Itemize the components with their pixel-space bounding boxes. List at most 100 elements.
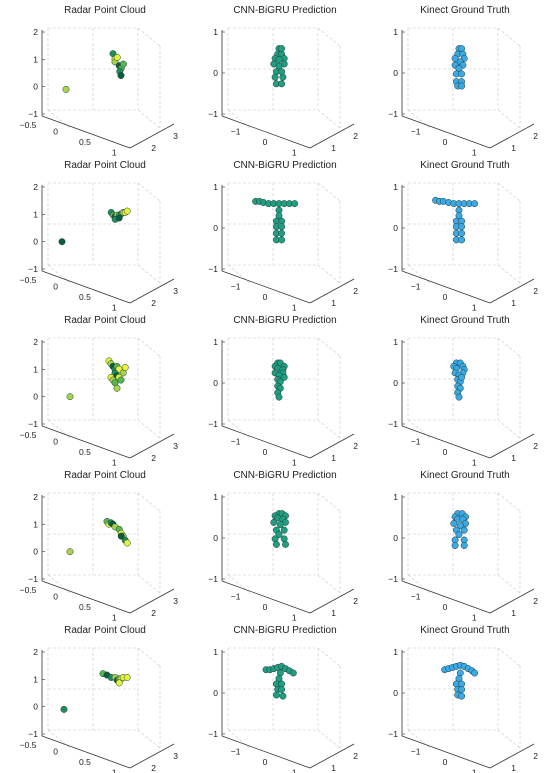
z-tick-label: 1 <box>393 647 398 657</box>
x-tick-label: 1 <box>112 768 117 773</box>
x-tick-label: 1 <box>112 458 117 468</box>
x-tick-label: 0 <box>53 746 58 756</box>
scatter-point <box>290 670 296 676</box>
y-tick-label: 2 <box>533 596 538 606</box>
z-tick-label: −1 <box>388 574 398 584</box>
scatter-point <box>63 86 69 92</box>
scatter-point <box>67 548 73 554</box>
grid-line <box>498 730 520 748</box>
panel-radar-row-2: Radar Point Cloud−1012−0.500.51 23 <box>20 160 179 313</box>
scatter-point <box>276 56 282 62</box>
scatter-point <box>458 71 464 77</box>
y-tick-label: 1 <box>511 298 516 308</box>
scatter-point <box>281 527 287 533</box>
scatter-point <box>278 224 284 230</box>
x-tick-label: −1 <box>411 746 421 756</box>
y-tick-label: 3 <box>173 286 178 296</box>
scatter-point <box>458 374 464 380</box>
x-tick-label: 0.5 <box>79 757 91 767</box>
panel-gt-row-4: Kinect Ground Truth −1 0 1 −1 0 1 1 2 <box>388 470 538 623</box>
scatter-point <box>124 674 130 680</box>
scatter-point <box>273 692 279 698</box>
y-tick-label: 1 <box>511 608 516 618</box>
y-tick-label: 3 <box>173 441 178 451</box>
y-tick-label: 2 <box>353 751 358 761</box>
grid-line <box>138 28 160 46</box>
grid-line <box>318 493 340 511</box>
scatter-point <box>458 83 464 89</box>
x-tick-label: 0 <box>263 137 268 147</box>
x-tick-label: 0 <box>53 591 58 601</box>
z-tick-label: −1 <box>28 419 38 429</box>
x-tick-label: −0.5 <box>20 430 37 440</box>
y-tick-label: 2 <box>533 441 538 451</box>
y-tick-label: 2 <box>151 763 156 773</box>
grid-line <box>318 28 340 46</box>
z-tick-label: 0 <box>33 82 38 92</box>
x-tick-label: −0.5 <box>20 120 37 130</box>
grid-line <box>318 265 340 283</box>
scatter-point <box>59 238 65 244</box>
scatter-point <box>280 74 286 80</box>
y-tick-label: 1 <box>331 608 336 618</box>
grid-line <box>498 110 520 128</box>
z-tick-label: −1 <box>208 419 218 429</box>
z-tick-label: −1 <box>388 419 398 429</box>
grid-line <box>138 575 160 593</box>
y-tick-label: 2 <box>353 286 358 296</box>
z-tick-label: −1 <box>28 109 38 119</box>
panel-title: Kinect Ground Truth <box>420 625 510 636</box>
grid-line <box>318 110 340 128</box>
panel-title: CNN-BiGRU Prediction <box>233 470 336 481</box>
panel-title: Radar Point Cloud <box>64 625 146 636</box>
grid-line <box>498 575 520 593</box>
panel-gt-row-5: Kinect Ground Truth −1 0 1 −1 0 1 1 2 <box>388 625 538 773</box>
x-tick-label: −0.5 <box>20 585 37 595</box>
x-tick-label: 1 <box>112 148 117 158</box>
y-tick-label: 2 <box>151 143 156 153</box>
grid-line <box>138 420 160 438</box>
z-tick-label: 1 <box>393 492 398 502</box>
scatter-point <box>118 533 124 539</box>
scatter-point <box>278 45 284 51</box>
y-tick-label: 2 <box>151 298 156 308</box>
y-tick-label: 1 <box>331 763 336 773</box>
panel-title: Radar Point Cloud <box>64 315 146 326</box>
z-tick-label: −1 <box>28 264 38 274</box>
x-tick-label: −1 <box>411 126 421 136</box>
panel-title: CNN-BiGRU Prediction <box>233 315 336 326</box>
scatter-point <box>458 237 464 243</box>
x-tick-label: 1 <box>472 613 477 623</box>
grid-line <box>318 338 340 356</box>
x-tick-label: 0 <box>53 126 58 136</box>
x-tick-label: 0 <box>443 602 448 612</box>
z-tick-label: 1 <box>213 182 218 192</box>
y-tick-label: 1 <box>331 143 336 153</box>
x-tick-label: 0 <box>263 447 268 457</box>
z-tick-label: −1 <box>28 574 38 584</box>
y-tick-label: 1 <box>331 298 336 308</box>
panel-title: CNN-BiGRU Prediction <box>233 5 336 16</box>
scatter-point <box>458 224 464 230</box>
x-tick-label: 1 <box>292 148 297 158</box>
x-tick-label: 0 <box>53 281 58 291</box>
grid-line <box>498 493 520 511</box>
z-tick-label: 0 <box>393 223 398 233</box>
z-tick-label: 1 <box>213 647 218 657</box>
x-tick-label: 1 <box>112 303 117 313</box>
z-tick-label: −1 <box>208 729 218 739</box>
scatter-point <box>114 385 120 391</box>
z-tick-label: 0 <box>33 547 38 557</box>
x-tick-label: 1 <box>112 613 117 623</box>
scatter-point <box>471 670 477 676</box>
panel-gt-row-2: Kinect Ground Truth−101−101 12 <box>388 160 538 313</box>
z-tick-label: 0 <box>33 392 38 402</box>
x-tick-label: 1 <box>472 303 477 313</box>
panel-title: Kinect Ground Truth <box>420 315 510 326</box>
x-tick-label: −0.5 <box>20 740 37 750</box>
grid-line <box>318 648 340 666</box>
z-tick-label: 0 <box>393 688 398 698</box>
panel-pred-row-3: CNN-BiGRU Prediction−101−101 12 <box>208 315 358 468</box>
scatter-point <box>273 541 279 547</box>
